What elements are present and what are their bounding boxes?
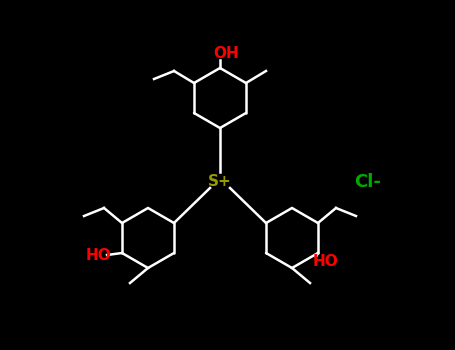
Text: OH: OH [213,47,239,62]
Text: S+: S+ [208,175,232,189]
Text: Cl-: Cl- [354,173,381,191]
Text: HO: HO [85,247,111,262]
Text: HO: HO [313,253,339,268]
